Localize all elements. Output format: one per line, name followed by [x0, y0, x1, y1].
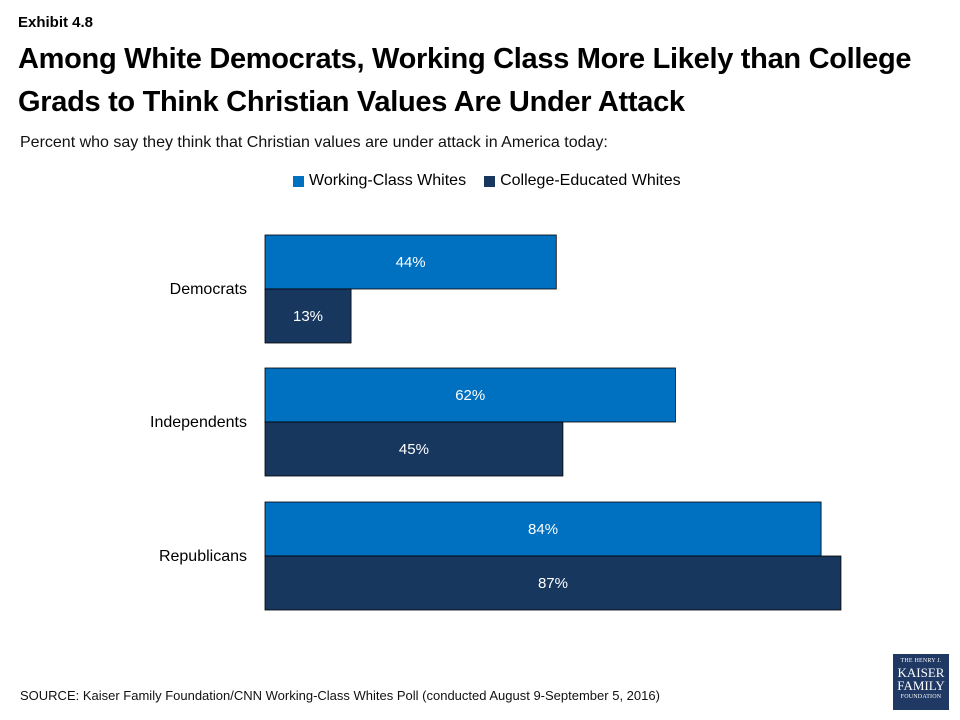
legend-swatch-college-educated: [484, 175, 496, 187]
legend-swatch-working-class: [293, 175, 304, 187]
legend-label-college-educated: College-Educated Whites: [500, 172, 681, 189]
bar-democrats-college-educated-whites: [264, 288, 352, 344]
category-label-independents: Independents: [150, 414, 247, 431]
category-label-democrats: Democrats: [170, 281, 247, 298]
category-label-republicans: Republicans: [159, 548, 247, 565]
bar-independents-working-class-whites: [264, 367, 676, 423]
chart-subtitle: Percent who say they think that Christia…: [20, 134, 608, 151]
bar-democrats-working-class-whites: [264, 234, 557, 290]
chart-title: Among White Democrats, Working Class Mor…: [18, 43, 912, 118]
exhibit-label: Exhibit 4.8: [18, 14, 94, 31]
legend-item-working-class: Working-Class Whites: [293, 172, 466, 190]
bar-republicans-working-class-whites: [264, 501, 822, 557]
legend-label-working-class: Working-Class Whites: [309, 172, 467, 189]
bar-republicans-college-educated-whites: [264, 555, 842, 611]
data-label-independents-college-educated-whites: 45%: [399, 441, 429, 458]
kaiser-family-foundation-logo: THE HENRY J. KAISER FAMILY FOUNDATION: [893, 654, 949, 710]
source-note: SOURCE: Kaiser Family Foundation/CNN Wor…: [20, 688, 660, 703]
legend-item-college-educated: College-Educated Whites: [484, 172, 681, 190]
data-label-republicans-college-educated-whites: 87%: [538, 575, 568, 592]
data-label-democrats-working-class-whites: 44%: [396, 254, 426, 271]
data-label-independents-working-class-whites: 62%: [455, 387, 485, 404]
legend: Working-Class Whites College-Educated Wh…: [293, 172, 699, 190]
bar-independents-college-educated-whites: [264, 421, 564, 477]
data-label-democrats-college-educated-whites: 13%: [293, 308, 323, 325]
data-label-republicans-working-class-whites: 84%: [528, 521, 558, 538]
